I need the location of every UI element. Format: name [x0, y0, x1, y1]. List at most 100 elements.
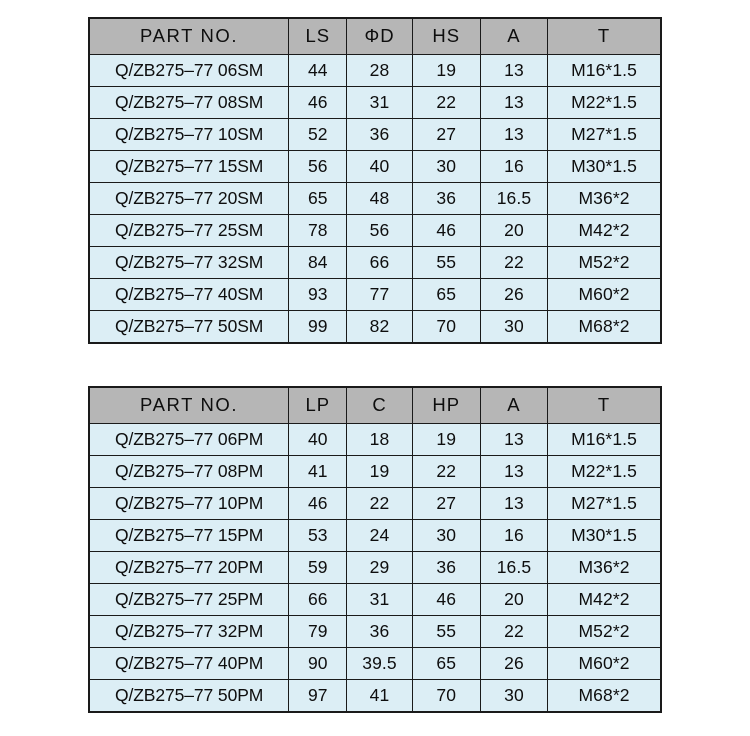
- column-header-c: C: [346, 386, 413, 424]
- cell-value: M60*2: [547, 647, 662, 680]
- cell-value: 13: [479, 118, 549, 151]
- column-header-a: A: [479, 17, 549, 55]
- cell-value: 36: [411, 182, 481, 215]
- table-row: Q/ZB275–77 50PM 97 41 70 30 M68*2: [88, 679, 662, 713]
- cell-value: 41: [346, 679, 413, 713]
- cell-value: 27: [411, 487, 481, 520]
- cell-value: 84: [288, 246, 348, 279]
- cell-value: M42*2: [547, 583, 662, 616]
- cell-value: 16.5: [479, 551, 549, 584]
- cell-value: 22: [346, 487, 413, 520]
- cell-value: 44: [288, 54, 348, 87]
- cell-value: 46: [288, 86, 348, 119]
- cell-part-no: Q/ZB275–77 50PM: [88, 679, 290, 713]
- cell-value: 30: [479, 310, 549, 344]
- cell-value: 29: [346, 551, 413, 584]
- table-row: Q/ZB275–77 15SM 56 40 30 16 M30*1.5: [88, 150, 662, 183]
- cell-value: 19: [346, 455, 413, 488]
- cell-value: 93: [288, 278, 348, 311]
- cell-value: 30: [479, 679, 549, 713]
- cell-part-no: Q/ZB275–77 10SM: [88, 118, 290, 151]
- cell-part-no: Q/ZB275–77 15PM: [88, 519, 290, 552]
- cell-value: 48: [346, 182, 413, 215]
- cell-value: 13: [479, 423, 549, 456]
- cell-value: 27: [411, 118, 481, 151]
- cell-value: M52*2: [547, 246, 662, 279]
- cell-value: 70: [411, 310, 481, 344]
- table-header: PART NO. LP C HP A T: [88, 386, 662, 424]
- cell-value: 55: [411, 246, 481, 279]
- cell-value: 13: [479, 455, 549, 488]
- cell-value: 70: [411, 679, 481, 713]
- header-row: PART NO. LS ΦD HS A T: [88, 17, 662, 55]
- table-row: Q/ZB275–77 25PM 66 31 46 20 M42*2: [88, 583, 662, 616]
- cell-value: 59: [288, 551, 348, 584]
- column-header-hp: HP: [411, 386, 481, 424]
- table-row: Q/ZB275–77 06SM 44 28 19 13 M16*1.5: [88, 54, 662, 87]
- cell-value: 13: [479, 54, 549, 87]
- column-header-ls: LS: [288, 17, 348, 55]
- cell-value: M60*2: [547, 278, 662, 311]
- cell-value: 28: [346, 54, 413, 87]
- cell-part-no: Q/ZB275–77 32SM: [88, 246, 290, 279]
- column-header-lp: LP: [288, 386, 348, 424]
- cell-value: M30*1.5: [547, 519, 662, 552]
- cell-value: 66: [346, 246, 413, 279]
- table-row: Q/ZB275–77 10SM 52 36 27 13 M27*1.5: [88, 118, 662, 151]
- cell-value: 56: [288, 150, 348, 183]
- cell-value: M27*1.5: [547, 487, 662, 520]
- cell-part-no: Q/ZB275–77 32PM: [88, 615, 290, 648]
- cell-part-no: Q/ZB275–77 40SM: [88, 278, 290, 311]
- cell-value: 19: [411, 54, 481, 87]
- table-row: Q/ZB275–77 20PM 59 29 36 16.5 M36*2: [88, 551, 662, 584]
- cell-part-no: Q/ZB275–77 15SM: [88, 150, 290, 183]
- cell-value: M68*2: [547, 310, 662, 344]
- column-header-part-no: PART NO.: [88, 386, 290, 424]
- cell-part-no: Q/ZB275–77 08SM: [88, 86, 290, 119]
- table-row: Q/ZB275–77 08SM 46 31 22 13 M22*1.5: [88, 86, 662, 119]
- cell-part-no: Q/ZB275–77 20PM: [88, 551, 290, 584]
- cell-part-no: Q/ZB275–77 10PM: [88, 487, 290, 520]
- cell-value: 13: [479, 487, 549, 520]
- column-header-hs: HS: [411, 17, 481, 55]
- cell-value: M22*1.5: [547, 455, 662, 488]
- table-header: PART NO. LS ΦD HS A T: [88, 17, 662, 55]
- cell-value: 53: [288, 519, 348, 552]
- column-header-t: T: [547, 17, 662, 55]
- cell-value: M27*1.5: [547, 118, 662, 151]
- cell-part-no: Q/ZB275–77 50SM: [88, 310, 290, 344]
- cell-value: 65: [288, 182, 348, 215]
- cell-value: 22: [411, 86, 481, 119]
- cell-value: 31: [346, 86, 413, 119]
- cell-value: 16: [479, 519, 549, 552]
- table-body: Q/ZB275–77 06PM 40 18 19 13 M16*1.5 Q/ZB275–77…: [88, 423, 662, 713]
- table-row: Q/ZB275–77 06PM 40 18 19 13 M16*1.5: [88, 423, 662, 456]
- cell-value: 52: [288, 118, 348, 151]
- cell-value: 36: [346, 615, 413, 648]
- cell-value: M52*2: [547, 615, 662, 648]
- column-header-t: T: [547, 386, 662, 424]
- cell-value: M30*1.5: [547, 150, 662, 183]
- cell-value: M36*2: [547, 182, 662, 215]
- cell-value: M16*1.5: [547, 423, 662, 456]
- cell-value: 22: [479, 615, 549, 648]
- cell-value: M16*1.5: [547, 54, 662, 87]
- cell-value: 36: [411, 551, 481, 584]
- table-row: Q/ZB275–77 50SM 99 82 70 30 M68*2: [88, 310, 662, 344]
- cell-value: 30: [411, 150, 481, 183]
- cell-value: 13: [479, 86, 549, 119]
- cell-value: M42*2: [547, 214, 662, 247]
- cell-value: 90: [288, 647, 348, 680]
- cell-value: 77: [346, 278, 413, 311]
- cell-value: 16.5: [479, 182, 549, 215]
- table-row: Q/ZB275–77 40SM 93 77 65 26 M60*2: [88, 278, 662, 311]
- table-row: Q/ZB275–77 25SM 78 56 46 20 M42*2: [88, 214, 662, 247]
- cell-part-no: Q/ZB275–77 20SM: [88, 182, 290, 215]
- cell-value: 66: [288, 583, 348, 616]
- header-row: PART NO. LP C HP A T: [88, 386, 662, 424]
- table-body: Q/ZB275–77 06SM 44 28 19 13 M16*1.5 Q/ZB275–77…: [88, 54, 662, 344]
- cell-part-no: Q/ZB275–77 08PM: [88, 455, 290, 488]
- cell-value: 56: [346, 214, 413, 247]
- table-row: Q/ZB275–77 32PM 79 36 55 22 M52*2: [88, 615, 662, 648]
- cell-value: 20: [479, 583, 549, 616]
